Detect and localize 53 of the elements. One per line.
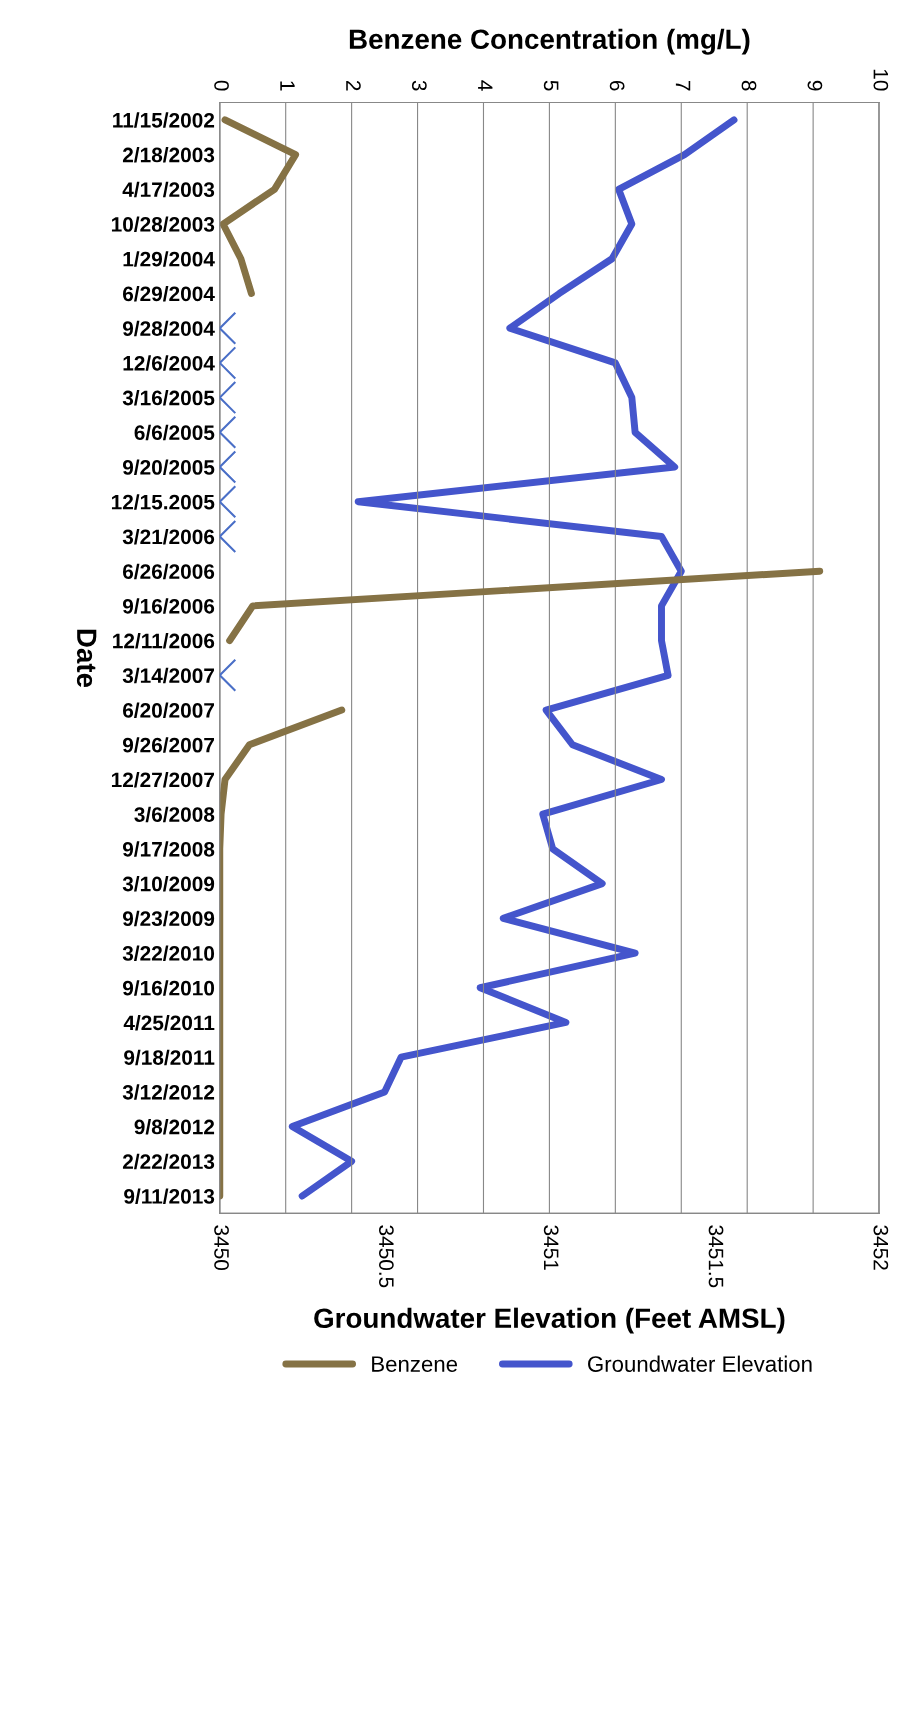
y-tick-label: 9/28/2004 bbox=[122, 320, 215, 337]
x2-tick-label: 3 bbox=[411, 80, 427, 91]
x2-tick-label: 9 bbox=[807, 80, 823, 91]
y-tick-label: 2/22/2013 bbox=[122, 1153, 215, 1170]
x-tick-label: 3452 bbox=[873, 1225, 889, 1270]
legend-label: Groundwater Elevation bbox=[588, 1355, 812, 1372]
y-tick-label: 4/17/2003 bbox=[122, 181, 215, 198]
y-tick-label: 2/18/2003 bbox=[122, 147, 215, 163]
x-axis-title: Groundwater Elevation (Feet AMSL) bbox=[314, 1307, 785, 1334]
y-tick-label: 3/14/2007 bbox=[122, 667, 214, 684]
x2-tick-label: 5 bbox=[543, 80, 559, 91]
y-tick-label: 9/8/2012 bbox=[134, 1119, 215, 1135]
x-tick-label: 3451.5 bbox=[708, 1225, 724, 1288]
y-tick-label: 9/16/2006 bbox=[122, 598, 215, 614]
y-tick-label: 6/20/2007 bbox=[122, 702, 214, 718]
x2-tick-label: 6 bbox=[609, 80, 625, 91]
y-tick-label: 9/11/2013 bbox=[124, 1188, 215, 1204]
y-tick-label: 4/25/2011 bbox=[123, 1014, 215, 1031]
y-tick-label: 6/29/2004 bbox=[122, 285, 215, 302]
y-axis-title: Date bbox=[76, 629, 97, 688]
x-tick-label: 3450.5 bbox=[379, 1225, 394, 1288]
y-tick-label: 3/6/2008 bbox=[134, 806, 215, 823]
y-tick-label: 3/16/2005 bbox=[122, 390, 215, 406]
legend-label: Benzene bbox=[372, 1356, 458, 1372]
y-tick-label: 6/26/2006 bbox=[122, 563, 215, 580]
x-tick-label: 3450 bbox=[214, 1225, 229, 1271]
y-tick-label: 3/21/2006 bbox=[122, 528, 215, 545]
y-tick-label: 9/18/2011 bbox=[124, 1049, 215, 1066]
x2-tick-label: 10 bbox=[873, 69, 889, 91]
y-tick-label: 1/29/2004 bbox=[123, 251, 215, 267]
x2-tick-label: 1 bbox=[280, 81, 295, 91]
y-tick-label: 12/6/2004 bbox=[123, 355, 215, 371]
x2-tick-label: 4 bbox=[478, 80, 493, 91]
y-tick-label: 12/11/2006 bbox=[113, 633, 215, 649]
y-tick-label: 9/20/2005 bbox=[122, 459, 215, 475]
x2-axis-title: Benzene Concentration (mg/L) bbox=[349, 28, 750, 55]
y-tick-label: 10/28/2003 bbox=[111, 216, 215, 232]
x2-tick-label: 0 bbox=[214, 80, 229, 91]
x-tick-label: 3451 bbox=[543, 1225, 559, 1270]
y-tick-label: 3/22/2010 bbox=[122, 945, 215, 961]
y-tick-label: 3/10/2009 bbox=[122, 876, 215, 892]
y-tick-label: 6/6/2005 bbox=[134, 424, 215, 441]
x2-tick-label: 2 bbox=[346, 80, 361, 91]
y-tick-label: 12/27/2007 bbox=[111, 771, 214, 788]
x2-tick-label: 7 bbox=[675, 80, 691, 91]
y-tick-label: 9/23/2009 bbox=[122, 910, 215, 927]
y-tick-label: 3/12/2012 bbox=[122, 1084, 215, 1100]
y-tick-label: 9/16/2010 bbox=[122, 980, 215, 996]
x2-tick-label: 8 bbox=[741, 80, 757, 91]
y-tick-label: 9/17/2008 bbox=[122, 841, 215, 857]
y-tick-label: 12/15.2005 bbox=[111, 494, 215, 510]
y-tick-label: 9/26/2007 bbox=[122, 737, 214, 753]
y-tick-label: 11/15/2002 bbox=[113, 112, 215, 128]
